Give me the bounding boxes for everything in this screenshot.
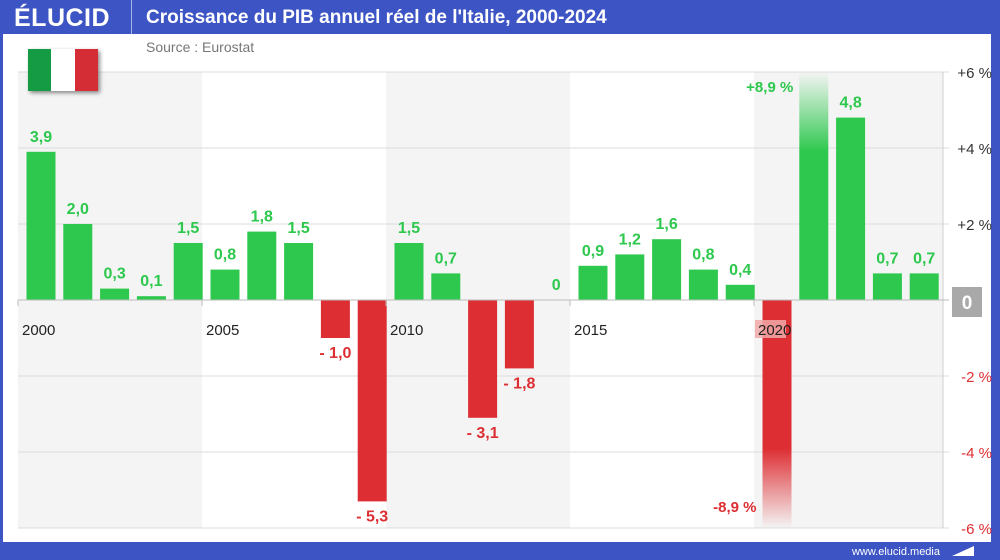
data-label-2008: - 1,0: [319, 345, 351, 362]
y-tick-label: -6 %: [961, 521, 992, 538]
bar-2009: [357, 300, 387, 502]
data-label-2019: 0,4: [729, 262, 751, 279]
y-tick-label: +6 %: [957, 65, 992, 82]
bar-2017: [652, 239, 682, 300]
y-tick-label: -4 %: [961, 445, 992, 462]
elucid-mark-icon: [952, 546, 974, 556]
bar-2019: [725, 284, 755, 300]
data-label-2004: 1,5: [177, 220, 199, 237]
bar-2015: [578, 265, 608, 300]
data-label-2013: - 1,8: [503, 375, 535, 392]
x-tick-label: 2010: [390, 322, 423, 339]
chart-title: Croissance du PIB annuel réel de l'Itali…: [146, 7, 607, 28]
data-label-2018: 0,8: [692, 247, 714, 264]
x-label-highlight: [755, 320, 786, 338]
x-tick-label: 2000: [22, 322, 55, 339]
data-label-2012: - 3,1: [467, 425, 499, 442]
data-label-2009: - 5,3: [356, 508, 388, 525]
bar-2010: [394, 243, 424, 300]
header: ÉLUCID Croissance du PIB annuel réel de …: [0, 0, 1000, 36]
bar-2024: [909, 273, 939, 300]
data-label-2016: 1,2: [619, 231, 641, 248]
bar-2011: [431, 273, 461, 300]
data-label-2002: 0,3: [103, 266, 125, 283]
source-note: Source : Eurostat: [146, 39, 255, 55]
bar-2003: [136, 296, 166, 300]
data-label-2022: 4,8: [839, 95, 861, 112]
y-tick-label: +2 %: [957, 217, 992, 234]
bar-2012: [468, 300, 498, 418]
data-label-2011: 0,7: [435, 250, 457, 267]
data-label-2015: 0,9: [582, 243, 604, 260]
x-tick-label: 2020: [758, 322, 791, 339]
data-label-2017: 1,6: [655, 216, 677, 233]
header-divider: [131, 0, 132, 36]
bar-2007: [284, 243, 314, 300]
bar-2013: [504, 300, 534, 369]
bar-2018: [688, 269, 718, 300]
italy-flag-icon: [28, 49, 98, 91]
bar-2008: [320, 300, 350, 338]
footer-url[interactable]: www.elucid.media: [851, 546, 940, 558]
data-label-2010: 1,5: [398, 220, 420, 237]
bar-2000: [26, 151, 56, 300]
elucid-logo: ÉLUCID: [14, 4, 111, 32]
data-label-2005: 0,8: [214, 247, 236, 264]
bar-2002: [100, 288, 130, 300]
y-tick-label: +4 %: [957, 141, 992, 158]
data-label-2021: +8,9 %: [746, 79, 793, 96]
bar-2004: [173, 243, 203, 300]
data-label-2001: 2,0: [67, 201, 89, 218]
data-label-2024: 0,7: [913, 250, 935, 267]
y-tick-label: -2 %: [961, 369, 992, 386]
bar-2022: [836, 117, 866, 300]
y-tick-label: 0: [962, 293, 973, 314]
bar-2006: [247, 231, 277, 300]
data-label-2014: 0: [552, 277, 561, 294]
bar-2005: [210, 269, 240, 300]
data-label-2023: 0,7: [876, 250, 898, 267]
data-label-2007: 1,5: [287, 220, 309, 237]
bar-2023: [872, 273, 902, 300]
bar-2001: [63, 224, 93, 300]
zero-badge: [952, 287, 982, 317]
bar-2016: [615, 254, 645, 300]
x-tick-label: 2005: [206, 322, 239, 339]
data-label-2000: 3,9: [30, 129, 52, 146]
data-label-2020: -8,9 %: [713, 499, 756, 516]
data-label-2003: 0,1: [140, 273, 162, 290]
data-label-2006: 1,8: [251, 209, 273, 226]
bar-2021: [799, 72, 829, 300]
x-tick-label: 2015: [574, 322, 607, 339]
